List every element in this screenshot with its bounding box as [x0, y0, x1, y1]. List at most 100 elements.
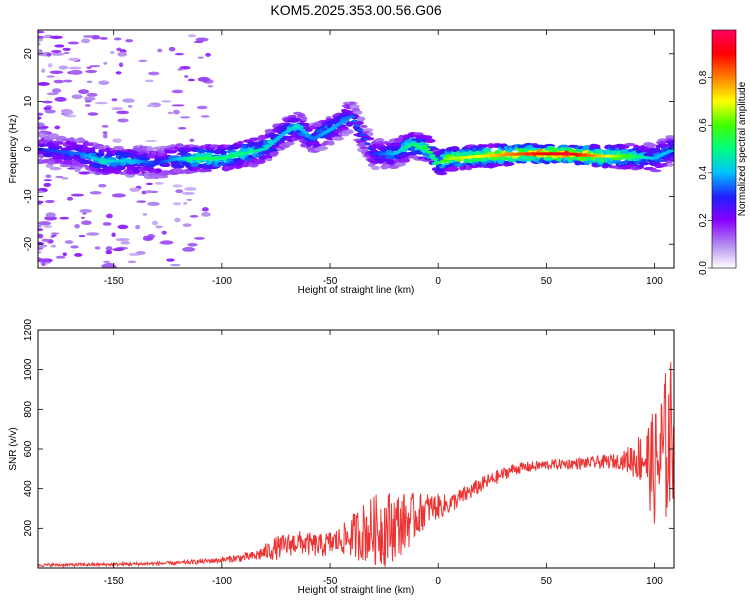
- spectrogram-noise-cell: [115, 237, 130, 242]
- spectrogram-noise-cell: [112, 248, 125, 252]
- spectrogram-cell: [300, 116, 308, 121]
- spectrogram-noise-cell: [187, 78, 195, 82]
- spectrogram-noise-cell: [145, 182, 153, 186]
- snr-series-line: [38, 362, 674, 568]
- spectrogram-cell: [122, 152, 133, 156]
- spectrogram-heatmap: [38, 30, 674, 268]
- spectrogram-noise-cell: [68, 66, 82, 70]
- spectrogram-noise-cell: [115, 71, 122, 75]
- spectrogram-cell: [636, 164, 645, 169]
- spectrogram-noise-cell: [138, 59, 148, 63]
- spectrogram-cell: [361, 128, 374, 132]
- spectrogram-cell: [639, 161, 650, 166]
- spectrogram-noise-cell: [89, 65, 101, 68]
- spectrogram-noise-cell: [147, 201, 160, 207]
- spectrogram-noise-cell: [81, 220, 92, 226]
- spectrogram-y-label: Frequency (Hz): [8, 115, 19, 184]
- spectrogram-core-cell: [297, 126, 304, 130]
- y-tick-label: 1000: [23, 358, 34, 381]
- spectrogram-cell: [359, 125, 368, 128]
- spectrogram-noise-cell: [171, 104, 185, 107]
- spectrogram-core-cell: [429, 154, 436, 158]
- colorbar-tick-label: 0.0: [698, 261, 709, 275]
- spectrogram-noise-cell: [38, 42, 41, 46]
- spectrogram-noise-cell: [174, 217, 181, 223]
- spectrogram-noise-cell: [44, 109, 56, 114]
- x-tick-label: 50: [541, 276, 553, 287]
- spectrogram-cell: [666, 162, 674, 167]
- colorbar-ticks: 0.0 0.2 0.4 0.6 0.8: [698, 70, 712, 275]
- spectrogram-core-cell: [426, 150, 433, 154]
- spectrogram-cell: [345, 129, 354, 135]
- spectrogram-noise-cell: [154, 182, 164, 185]
- spectrogram-noise-cell: [144, 139, 158, 142]
- spectrogram-noise-cell: [55, 175, 64, 179]
- spectrogram-cell: [237, 140, 244, 145]
- spectrogram-noise-cell: [38, 250, 42, 254]
- spectrogram-cell: [331, 136, 344, 141]
- x-tick-label: 0: [435, 276, 441, 287]
- spectrogram-noise-cell: [38, 200, 44, 204]
- spectrogram-noise-cell: [161, 100, 172, 103]
- spectrogram-noise-cell: [181, 191, 195, 195]
- spectrogram-cell: [96, 152, 105, 157]
- spectrogram-noise-cell: [74, 253, 83, 257]
- snr-x-label: Height of straight line (km): [298, 585, 415, 596]
- spectrogram-noise-cell: [38, 48, 42, 51]
- spectrogram-noise-cell: [113, 37, 122, 41]
- x-tick-label: 100: [646, 576, 663, 587]
- spectrogram-noise-cell: [120, 240, 131, 245]
- spectrogram-core-cell: [304, 133, 311, 137]
- spectrogram-noise-cell: [54, 44, 65, 48]
- spectrogram-noise-cell: [38, 258, 50, 263]
- spectrogram-noise-cell: [79, 209, 92, 214]
- colorbar-gradient: [712, 30, 736, 268]
- spectrogram-noise-cell: [91, 35, 101, 40]
- snr-panel: -150 -100 -50 0 50 100 200 400 600 800 1000 1200 H…: [8, 318, 675, 596]
- spectrogram-cell: [650, 169, 662, 173]
- spectrogram-noise-cell: [101, 82, 109, 85]
- spectrogram-noise-cell: [172, 202, 182, 206]
- spectrogram-core-cell: [367, 146, 374, 150]
- spectrogram-noise-cell: [43, 182, 52, 187]
- y-tick-label: 200: [23, 520, 34, 537]
- spectrogram-cell: [146, 146, 153, 152]
- spectrogram-cell: [422, 135, 433, 140]
- spectrogram-noise-cell: [171, 89, 184, 94]
- colorbar: 0.0 0.2 0.4 0.6 0.8 Normalized spectral ampl…: [698, 29, 748, 275]
- spectrogram-noise-cell: [111, 98, 118, 102]
- spectrogram-noise-cell: [71, 94, 83, 100]
- spectrogram-noise-cell: [55, 255, 66, 259]
- x-tick-label: 100: [646, 276, 663, 287]
- spectrogram-core-cell: [299, 128, 306, 132]
- spectrogram-noise-cell: [182, 223, 192, 227]
- spectrogram-noise-cell: [177, 68, 184, 71]
- spectrogram-noise-cell: [193, 40, 204, 44]
- spectrogram-noise-cell: [172, 184, 183, 188]
- y-tick-label: 10: [23, 95, 34, 107]
- spectrogram-noise-cell: [51, 88, 62, 93]
- spectrogram-noise-cell: [58, 65, 69, 70]
- spectrogram-noise-cell: [111, 232, 116, 238]
- spectrogram-cell: [376, 138, 385, 142]
- spectrogram-noise-cell: [106, 213, 113, 219]
- x-tick-label: -150: [104, 576, 124, 587]
- spectrogram-noise-cell: [69, 69, 83, 75]
- spectrogram-noise-cell: [46, 75, 55, 78]
- snr-y-label: SNR (v/v): [8, 427, 19, 470]
- spectrogram-noise-cell: [143, 235, 148, 240]
- spectrogram-core-cell: [362, 137, 369, 141]
- spectrogram-noise-cell: [111, 193, 126, 198]
- spectrogram-noise-cell: [62, 252, 67, 256]
- spectrogram-noise-cell: [86, 92, 98, 97]
- spectrogram-noise-cell: [53, 79, 64, 84]
- spectrogram-noise-cell: [86, 66, 92, 69]
- spectrogram-noise-cell: [168, 46, 176, 52]
- spectrogram-noise-cell: [94, 101, 109, 105]
- spectrogram-noise-cell: [127, 260, 137, 264]
- spectrogram-noise-cell: [201, 211, 211, 217]
- spectrogram-cell: [257, 159, 265, 163]
- spectrogram-core-cell: [432, 157, 439, 161]
- spectrogram-noise-cell: [148, 71, 160, 76]
